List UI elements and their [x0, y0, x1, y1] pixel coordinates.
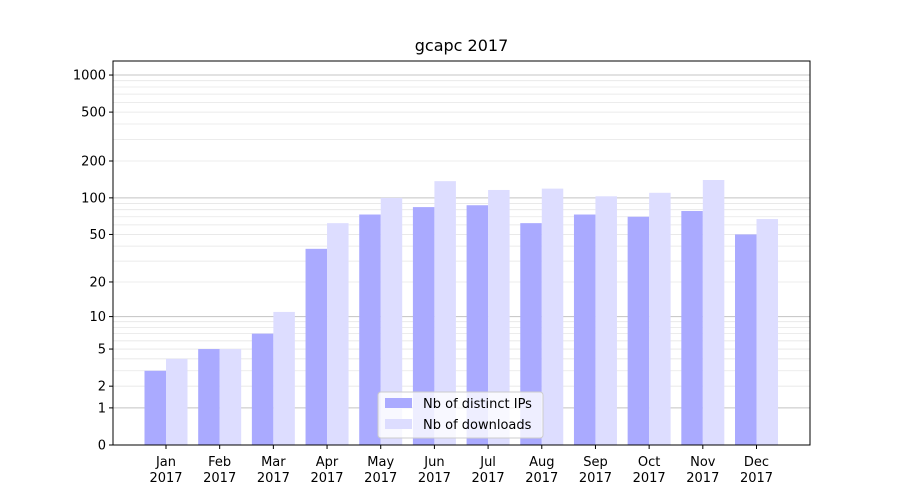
- legend: Nb of distinct IPs Nb of downloads: [377, 391, 544, 439]
- x-tick-label: Nov 2017: [686, 455, 719, 486]
- y-tick-label: 200: [81, 155, 106, 170]
- bar-downloads: [327, 223, 349, 445]
- bar-downloads: [702, 179, 725, 445]
- bar-downloads: [541, 188, 564, 445]
- bar-distinct-ips: [466, 205, 489, 445]
- bar-downloads: [273, 311, 295, 445]
- y-tick-label: 50: [89, 228, 106, 243]
- y-tick-label: 500: [81, 106, 106, 121]
- chart-title: gcapc 2017: [415, 36, 509, 55]
- x-tick-label: Feb 2017: [203, 455, 236, 486]
- bar-distinct-ips: [412, 207, 435, 445]
- bar-downloads: [756, 219, 778, 445]
- bars: [144, 179, 778, 445]
- x-tick-label: May 2017: [364, 455, 397, 486]
- y-tick-label: 1000: [73, 69, 106, 84]
- legend-label: Nb of downloads: [423, 418, 532, 433]
- y-tick-label: 2: [98, 380, 106, 395]
- x-tick-label: Jul 2017: [472, 455, 505, 486]
- x-tick-label: Oct 2017: [633, 455, 666, 486]
- y-tick-label: 5: [98, 343, 106, 358]
- bar-distinct-ips: [735, 234, 757, 445]
- bar-distinct-ips: [573, 214, 596, 445]
- bar-distinct-ips: [520, 223, 542, 445]
- bar-downloads: [434, 181, 456, 445]
- x-tick-label: Apr 2017: [310, 455, 343, 486]
- y-tick-label: 0: [98, 439, 106, 454]
- y-tick-label: 100: [81, 191, 106, 206]
- bar-distinct-ips: [359, 214, 381, 445]
- y-tick-label: 10: [89, 310, 106, 325]
- y-axis: 0 1 2 5 10 20 50 100 200 500 1000: [73, 69, 113, 454]
- plot-area: [112, 60, 811, 446]
- bar-distinct-ips: [681, 211, 703, 445]
- legend-swatch: [385, 398, 412, 408]
- legend-box: [377, 391, 544, 439]
- x-tick-label: Sep 2017: [579, 455, 612, 486]
- bar-distinct-ips: [144, 370, 166, 445]
- x-tick-label: Mar 2017: [257, 455, 290, 486]
- bar-distinct-ips: [198, 349, 220, 445]
- x-tick-label: Aug 2017: [525, 455, 558, 486]
- bar-distinct-ips: [305, 248, 328, 445]
- x-axis: Jan 2017 Feb 2017 Mar 2017 Apr 2017 May 2017 Jun 20…: [149, 445, 773, 486]
- bar-downloads: [380, 197, 403, 445]
- bar-distinct-ips: [251, 333, 274, 445]
- y-tick-label: 1: [98, 401, 106, 416]
- y-tick-label: 20: [89, 275, 106, 290]
- bar-distinct-ips: [627, 216, 650, 445]
- legend-swatch: [385, 419, 412, 429]
- x-tick-label: Jan 2017: [149, 455, 182, 486]
- x-tick-label: Dec 2017: [740, 455, 773, 486]
- bar-downloads: [488, 189, 510, 445]
- x-tick-label: Jun 2017: [418, 455, 451, 486]
- bar-downloads: [649, 192, 671, 445]
- bar-downloads: [166, 358, 188, 445]
- bar-downloads: [219, 349, 242, 445]
- bar-downloads: [595, 196, 617, 445]
- legend-label: Nb of distinct IPs: [423, 397, 532, 412]
